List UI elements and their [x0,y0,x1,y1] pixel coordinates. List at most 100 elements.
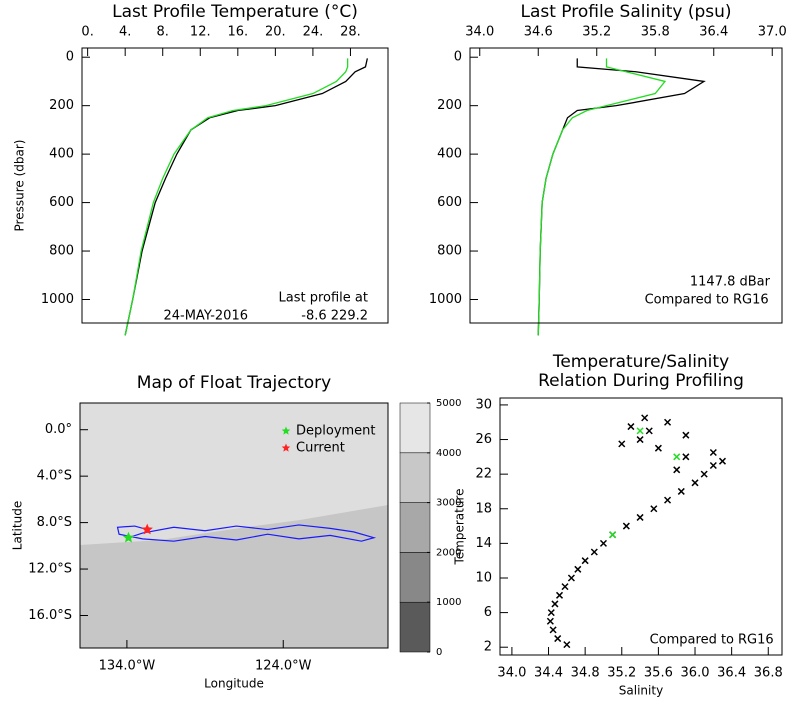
ts-point [546,617,554,625]
y-tick-label: 0 [66,50,74,65]
colorbar-tick-label: 2000 [436,547,461,558]
ts-point [650,505,658,513]
annotation: 24-MAY-2016 [163,309,248,324]
ts-point [618,440,626,448]
ts-point [709,461,717,470]
colorbar-swatch [399,601,431,653]
ts-point [682,431,690,439]
colorbar-swatch [399,402,431,454]
x-tick-label: 36.4 [699,25,728,40]
ts-point [709,448,717,457]
annotation: RG16 [733,293,769,308]
x-tick-label: 35.2 [582,25,611,40]
ts-point [574,565,582,573]
y-tick-label: 200 [49,98,74,113]
float-marker [141,523,153,535]
y-tick-label: 600 [49,195,74,210]
chart-title: Last Profile Temperature (°C) [112,2,358,22]
y-tick-label: 0 [454,50,462,65]
colorbar-tick-label: 0 [436,647,442,658]
colorbar-tick-label: 1000 [436,597,461,608]
annotation: RG16 [738,633,774,648]
plot-frame [81,47,389,324]
ts-point [700,470,708,478]
ts-point [561,583,569,591]
float-marker [122,531,135,543]
ts-point [673,453,681,461]
x-tick-label: 34.8 [571,666,600,681]
x-tick-label: 24. [303,25,324,40]
y-tick-label: 26 [475,432,492,447]
chart-title: Temperature/Salinity [552,352,729,372]
x-tick-label: 34.6 [524,25,553,40]
ts-point [609,531,617,539]
ts-point [547,609,555,617]
legend-label: Current [296,441,345,456]
legend-label: Deployment [296,424,376,439]
ts-point [555,591,564,599]
ts-point [636,427,644,435]
x-tick-label: 4. [119,25,131,40]
plot-frame [79,402,389,649]
ts-point [645,427,653,435]
colorbar-tick-label: 3000 [436,498,461,509]
y-tick-label: 10 [475,570,492,585]
colorbar-tick-label: 5000 [436,398,461,409]
x-tick-label: 34.0 [497,666,526,681]
plot-frame [499,397,783,656]
ts-point [677,487,685,495]
x-tick-label: 28. [340,25,361,40]
colorbar-tick-label: 4000 [436,448,461,459]
y-axis-label: Latitude [11,501,25,550]
ts-point [641,414,649,422]
y-tick-label: 200 [437,98,462,113]
annotation: Last profile at [279,291,368,306]
x-tick-label: 20. [265,25,286,40]
y-tick-label: 800 [437,244,462,259]
y-tick-label: 400 [49,147,74,162]
profile-line [124,58,349,336]
y-axis-label: Temperature [453,488,467,565]
x-tick-label: 35.8 [641,25,670,40]
ts-point [599,539,607,547]
chart-title: Last Profile Salinity (psu) [520,2,731,22]
plot-frame [469,47,783,324]
y-tick-label: 1000 [429,292,462,307]
ts-point [627,423,635,431]
annotation: Compared to [650,633,734,648]
x-tick-label: 134.0°W [99,659,156,674]
annotation: -8.6 229.2 [301,309,368,324]
ts-point [636,436,644,444]
x-tick-label: 124.0°W [255,659,312,674]
legend-marker [281,426,291,435]
ts-point [664,496,672,504]
x-tick-label: 35.6 [644,666,673,681]
y-tick-label: 8.0°S [37,515,72,530]
ts-point [554,635,562,643]
profile-line [537,58,667,336]
ts-point [691,479,699,487]
colorbar-swatch [399,552,431,603]
x-tick-label: 37.0 [758,25,787,40]
y-tick-label: 600 [437,195,462,210]
y-tick-label: 6 [484,605,492,620]
x-tick-label: 36.4 [717,666,746,681]
colorbar-swatch [399,502,431,553]
ts-point [581,557,589,565]
x-tick-label: 36.0 [681,666,710,681]
y-tick-label: 800 [49,244,74,259]
ts-point [622,522,630,530]
colorbar-swatch [399,452,431,503]
y-tick-label: 30 [475,397,492,412]
ts-point [682,453,690,461]
x-tick-label: 0. [81,25,93,40]
chart-subtitle: Relation During Profiling [538,371,744,391]
y-tick-label: 22 [475,467,492,482]
x-tick-label: 12. [190,25,211,40]
x-tick-label: 35.2 [607,666,636,681]
y-tick-label: 1000 [41,292,74,307]
ts-point [551,600,559,608]
y-tick-label: 2 [484,640,492,655]
